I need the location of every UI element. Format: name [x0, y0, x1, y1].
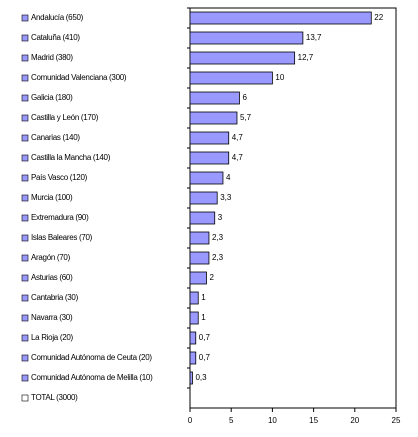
value-label: 10: [275, 73, 284, 82]
value-label: 0,7: [199, 353, 211, 362]
category-label: La Rioja (20): [31, 333, 74, 342]
bar: [189, 191, 218, 205]
bar: [189, 31, 304, 45]
value-label: 0,7: [199, 333, 211, 342]
legend-swatch: [21, 134, 29, 142]
bar: [189, 371, 193, 385]
bar: [189, 211, 216, 225]
category-label: Aragón (70): [31, 253, 71, 262]
legend-swatch: [21, 94, 29, 102]
x-tick-label: 10: [268, 416, 277, 425]
legend-swatch: [21, 194, 29, 202]
legend-swatch: [21, 314, 29, 322]
bar: [189, 11, 372, 25]
category-label: Cantabria (30): [31, 293, 79, 302]
bar: [189, 151, 230, 165]
value-label: 5,7: [240, 113, 252, 122]
legend-swatch: [21, 174, 29, 182]
plot-frame: [189, 7, 397, 409]
legend-swatch: [21, 214, 29, 222]
category-label: Madrid (380): [31, 53, 73, 62]
bar: [189, 251, 210, 265]
category-label: Comunidad Valenciana (300): [31, 73, 127, 82]
bar: [189, 51, 296, 65]
legend-swatch: [21, 234, 29, 242]
value-label: 4: [226, 173, 231, 182]
category-label: Comunidad Autónoma de Melilla (10): [31, 373, 153, 382]
bar: [189, 231, 210, 245]
category-label: TOTAL (3000): [31, 393, 78, 402]
category-label: Islas Baleares (70): [31, 233, 93, 242]
category-label: Castilla y León (170): [31, 113, 99, 122]
legend-swatch: [21, 74, 29, 82]
legend-swatch: [21, 294, 29, 302]
category-label: País Vasco (120): [31, 173, 88, 182]
legend-swatch: [21, 34, 29, 42]
bar: [189, 111, 238, 125]
category-label: Cataluña (410): [31, 33, 80, 42]
legend-swatch: [21, 154, 29, 162]
bar: [189, 71, 273, 85]
bar: [189, 351, 197, 365]
category-label: Comunidad Autónoma de Ceuta (20): [31, 353, 152, 362]
x-tick-label: 15: [309, 416, 318, 425]
x-tick-label: 5: [229, 416, 234, 425]
value-label: 22: [374, 13, 383, 22]
category-label: Extremadura (90): [31, 213, 89, 222]
value-label: 4,7: [232, 153, 244, 162]
value-label: 2: [209, 273, 214, 282]
value-label: 13,7: [306, 33, 322, 42]
value-label: 3: [218, 213, 223, 222]
x-tick-label: 20: [350, 416, 359, 425]
value-label: 2,3: [212, 233, 224, 242]
category-label: Asturias (60): [31, 273, 73, 282]
value-label: 4,7: [232, 133, 244, 142]
legend-swatch: [21, 114, 29, 122]
x-tick-label: 25: [392, 416, 401, 425]
category-label: Navarra (30): [31, 313, 73, 322]
bar: [189, 91, 240, 105]
legend-swatch: [21, 254, 29, 262]
value-label: 1: [201, 293, 206, 302]
bar: [189, 271, 207, 285]
bar: [189, 331, 197, 345]
category-label: Canarias (140): [31, 133, 80, 142]
bar: [189, 311, 199, 325]
legend-swatch: [21, 334, 29, 342]
legend-swatch: [21, 354, 29, 362]
value-label: 2,3: [212, 253, 224, 262]
legend-swatch: [21, 374, 29, 382]
legend-swatch: [21, 14, 29, 22]
value-label: 6: [242, 93, 247, 102]
category-label: Andalucía (650): [31, 13, 84, 22]
bar: [189, 291, 199, 305]
bar: [189, 131, 230, 145]
value-label: 0,3: [195, 373, 207, 382]
category-label: Galicia (180): [31, 93, 73, 102]
value-label: 12,7: [298, 53, 314, 62]
category-label: Castilla la Mancha (140): [31, 153, 111, 162]
value-label: 1: [201, 313, 206, 322]
legend-swatch: [21, 394, 29, 402]
x-tick-label: 0: [188, 416, 193, 425]
legend-swatch: [21, 274, 29, 282]
value-label: 3,3: [220, 193, 232, 202]
bar: [189, 171, 224, 185]
legend-swatch: [21, 54, 29, 62]
category-label: Murcia (100): [31, 193, 73, 202]
